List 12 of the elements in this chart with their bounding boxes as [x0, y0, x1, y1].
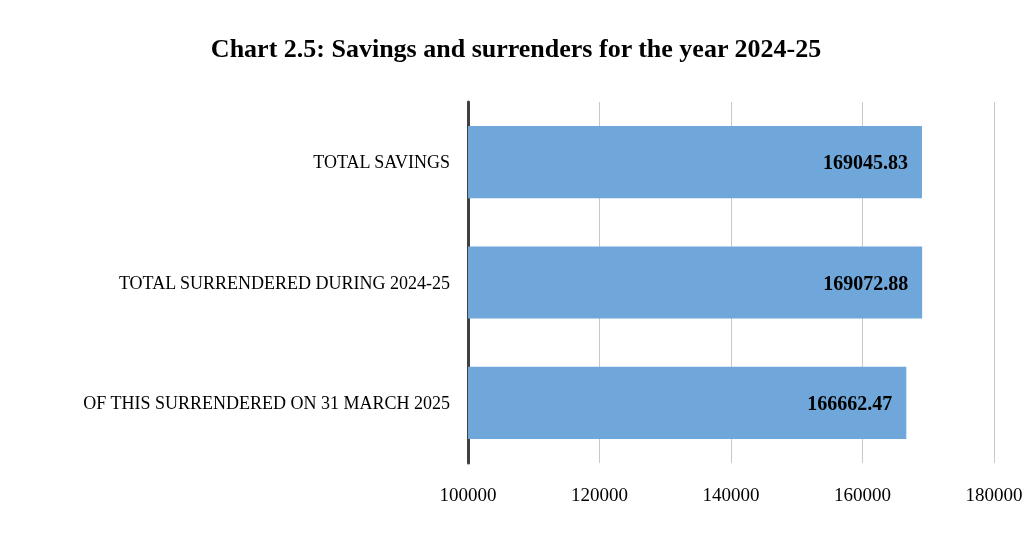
- data-label: 169045.83: [822, 151, 908, 174]
- x-tick-label: 160000: [834, 484, 891, 505]
- x-tick-label: 180000: [965, 484, 1023, 505]
- x-tick-label: 140000: [702, 484, 760, 505]
- y-tick-label: TOTAL SAVINGS: [313, 152, 450, 173]
- y-tick-label: OF THIS SURRENDERED ON 31 MARCH 2025: [83, 392, 450, 413]
- x-tick-label: 120000: [571, 484, 628, 505]
- data-label: 169072.88: [823, 271, 909, 294]
- x-tick-label: 100000: [439, 484, 497, 505]
- data-label: 166662.47: [807, 391, 893, 414]
- y-tick-label: TOTAL SURRENDERED DURING 2024-25: [118, 272, 450, 293]
- chart-title: Chart 2.5: Savings and surrenders for the year 2024-25: [210, 33, 822, 63]
